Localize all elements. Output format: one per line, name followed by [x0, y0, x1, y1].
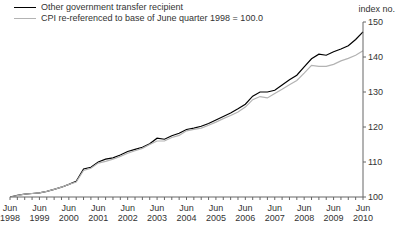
svg-text:Jun2007: Jun2007: [265, 203, 285, 223]
svg-text:Jun2001: Jun2001: [88, 203, 108, 223]
svg-text:100: 100: [368, 192, 383, 202]
svg-text:120: 120: [368, 122, 383, 132]
svg-text:Jun2009: Jun2009: [324, 203, 344, 223]
svg-text:140: 140: [368, 52, 383, 62]
svg-text:150: 150: [368, 17, 383, 27]
svg-text:Jun2000: Jun2000: [59, 203, 79, 223]
svg-text:Jun2004: Jun2004: [176, 203, 196, 223]
svg-text:Jun1999: Jun1999: [29, 203, 49, 223]
html-text:Other government transfer reci: Other government transfer recipient: [41, 2, 184, 12]
html-text:index no.: index no.: [358, 4, 395, 14]
svg-text:110: 110: [368, 157, 382, 167]
svg-text:130: 130: [368, 87, 383, 97]
svg-text:Jun2010: Jun2010: [353, 203, 373, 223]
svg-text:Jun2003: Jun2003: [147, 203, 167, 223]
svg-text:Jun2008: Jun2008: [294, 203, 314, 223]
svg-text:Jun1998: Jun1998: [8, 203, 20, 223]
html-text:CPI re-referenced to base of J: CPI re-referenced to base of June quarte…: [41, 13, 263, 23]
svg-text:Jun2005: Jun2005: [206, 203, 226, 223]
svg-text:Jun2002: Jun2002: [118, 203, 138, 223]
svg-text:Jun2006: Jun2006: [235, 203, 255, 223]
